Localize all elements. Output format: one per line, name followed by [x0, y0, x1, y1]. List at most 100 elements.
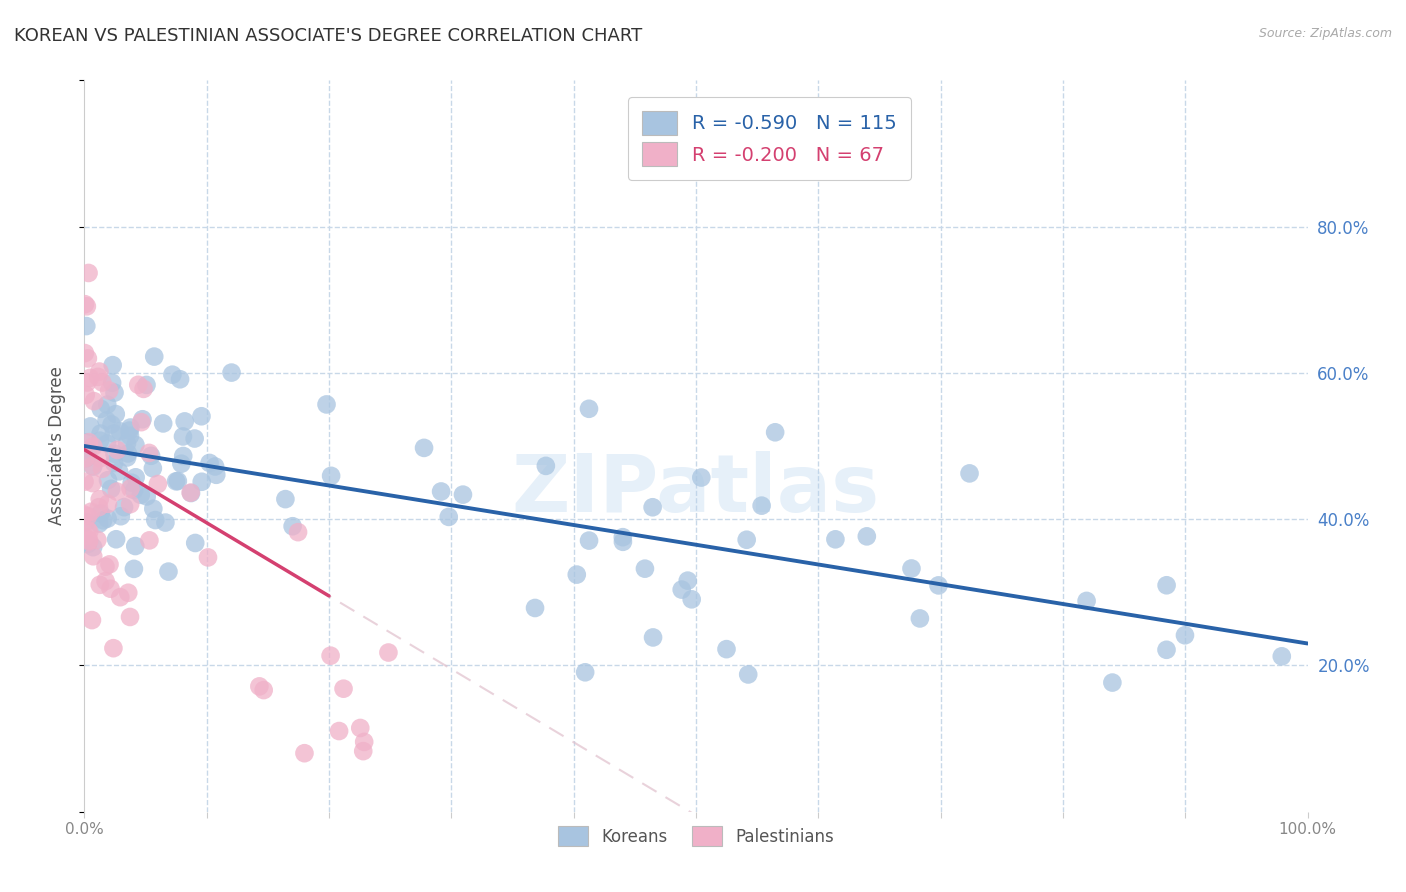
Point — [1156, 578, 1178, 592]
Point — [139, 449, 162, 463]
Point — [82, 459, 104, 474]
Point — [959, 467, 981, 481]
Point — [319, 648, 342, 663]
Point — [75, 451, 97, 466]
Point — [124, 539, 146, 553]
Point — [103, 641, 125, 656]
Point — [1101, 675, 1123, 690]
Point — [104, 407, 127, 421]
Point — [127, 377, 149, 392]
Point — [172, 449, 194, 463]
Point — [190, 475, 212, 489]
Point — [73, 297, 96, 311]
Point — [80, 505, 103, 519]
Point — [565, 567, 588, 582]
Point — [332, 681, 354, 696]
Point — [578, 533, 600, 548]
Point — [90, 401, 112, 416]
Point — [79, 419, 101, 434]
Point — [77, 509, 100, 524]
Point — [98, 558, 121, 572]
Point — [82, 458, 104, 473]
Point — [89, 578, 111, 592]
Point — [90, 426, 112, 441]
Point — [328, 724, 350, 739]
Point — [103, 447, 125, 461]
Point — [100, 417, 122, 432]
Point — [634, 562, 657, 576]
Point — [173, 414, 195, 428]
Point — [120, 497, 142, 511]
Point — [94, 574, 117, 588]
Point — [451, 488, 474, 502]
Point — [94, 559, 117, 574]
Point — [737, 667, 759, 681]
Point — [96, 413, 118, 427]
Point — [641, 500, 664, 515]
Point — [131, 412, 153, 426]
Point — [101, 376, 124, 390]
Point — [180, 486, 202, 500]
Point — [103, 385, 125, 400]
Text: ZIPatlas: ZIPatlas — [512, 450, 880, 529]
Point — [89, 434, 111, 448]
Point — [117, 446, 139, 460]
Point — [184, 536, 207, 550]
Point — [135, 378, 157, 392]
Point — [142, 461, 165, 475]
Point — [928, 578, 950, 592]
Point — [80, 613, 103, 627]
Point — [612, 534, 634, 549]
Point — [198, 456, 221, 470]
Point — [170, 457, 193, 471]
Point — [183, 432, 205, 446]
Point — [77, 533, 100, 548]
Point — [735, 533, 758, 547]
Point — [524, 601, 547, 615]
Point — [96, 436, 118, 450]
Point — [73, 508, 96, 522]
Point — [124, 470, 146, 484]
Point — [120, 420, 142, 434]
Point — [352, 744, 374, 758]
Point — [112, 500, 135, 515]
Point — [77, 524, 100, 539]
Point — [157, 565, 180, 579]
Point — [79, 371, 101, 385]
Point — [138, 533, 160, 548]
Point — [76, 537, 98, 551]
Point — [143, 350, 166, 364]
Point — [204, 459, 226, 474]
Point — [122, 483, 145, 497]
Point — [162, 368, 184, 382]
Point — [671, 582, 693, 597]
Point — [110, 590, 132, 604]
Point — [129, 415, 152, 429]
Point — [77, 534, 100, 549]
Point — [121, 475, 143, 490]
Point — [100, 582, 122, 596]
Point — [142, 501, 165, 516]
Point — [166, 474, 188, 488]
Point — [146, 477, 169, 491]
Point — [73, 529, 96, 543]
Point — [117, 586, 139, 600]
Point — [108, 464, 131, 478]
Point — [763, 425, 786, 440]
Point — [247, 679, 270, 693]
Point — [534, 458, 557, 473]
Point — [197, 550, 219, 565]
Point — [82, 440, 104, 454]
Text: KOREAN VS PALESTINIAN ASSOCIATE'S DEGREE CORRELATION CHART: KOREAN VS PALESTINIAN ASSOCIATE'S DEGREE… — [14, 27, 643, 45]
Point — [75, 319, 97, 334]
Point — [135, 490, 157, 504]
Point — [97, 511, 120, 525]
Point — [103, 456, 125, 470]
Point — [152, 417, 174, 431]
Y-axis label: Associate's Degree: Associate's Degree — [48, 367, 66, 525]
Point — [105, 442, 128, 457]
Point — [77, 435, 100, 450]
Point — [1076, 594, 1098, 608]
Point — [319, 468, 342, 483]
Point — [676, 574, 699, 588]
